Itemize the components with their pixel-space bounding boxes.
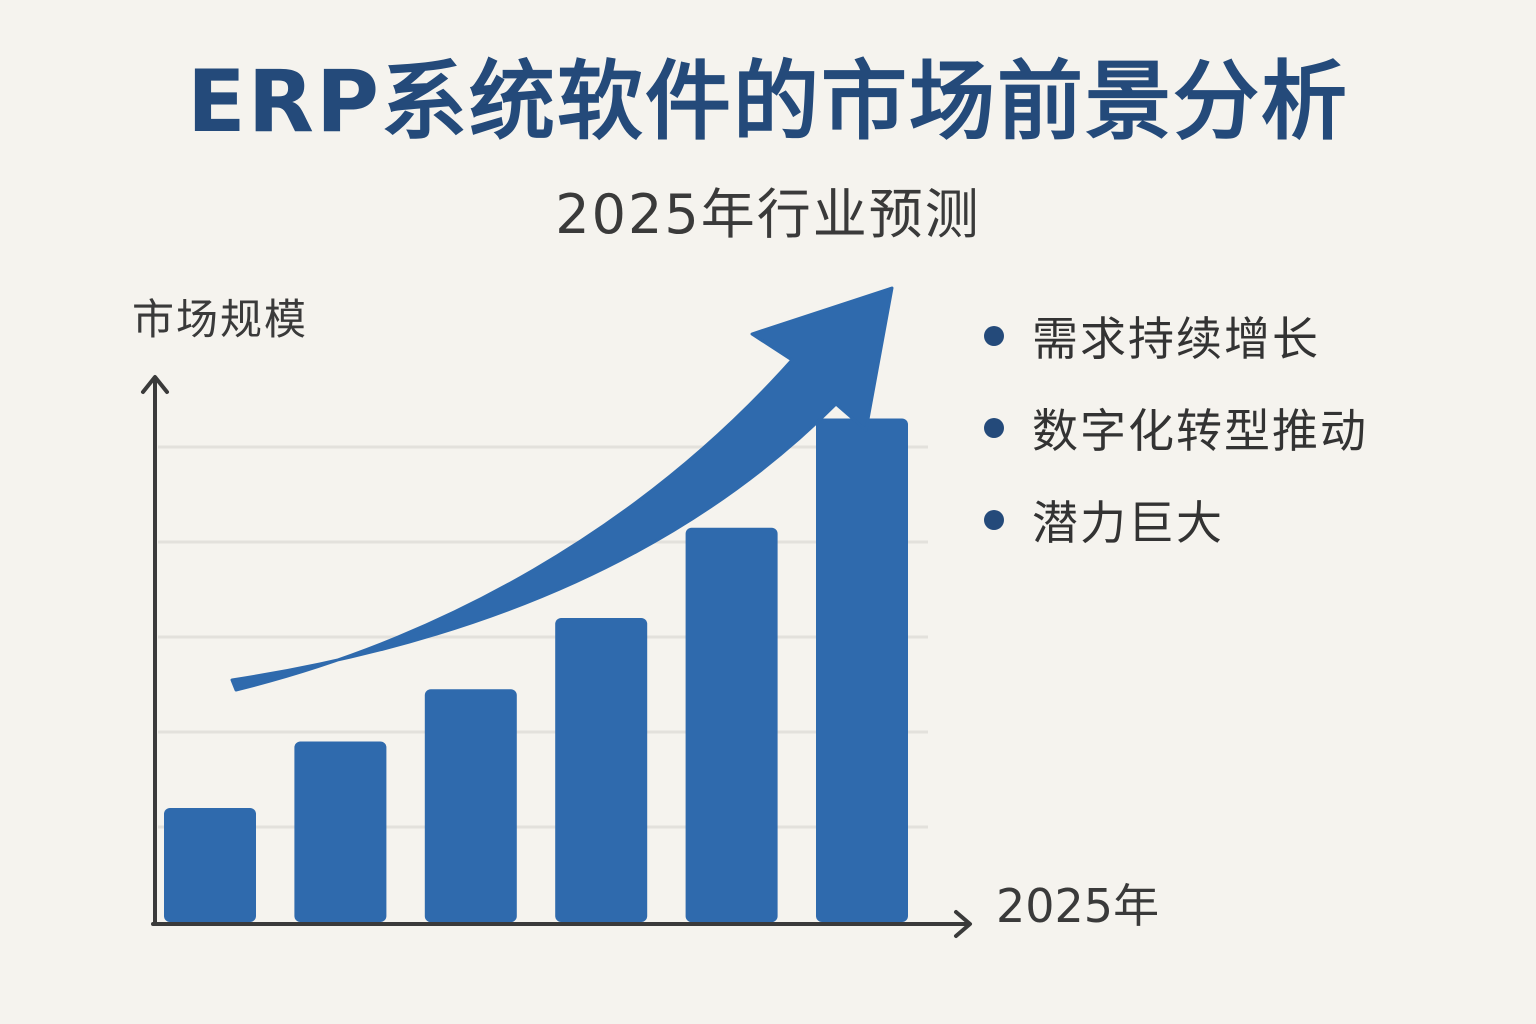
bullet-dot-icon: [984, 418, 1004, 438]
bar: [685, 527, 778, 923]
y-axis-arrowhead: [141, 375, 169, 394]
bullet-dot-icon: [984, 510, 1004, 530]
bullet-label: 数字化转型推动: [1032, 404, 1368, 458]
bar: [816, 418, 908, 922]
bullet-item: 数字化转型推动: [984, 382, 1368, 474]
bar: [294, 741, 387, 922]
bullet-label: 潜力巨大: [1032, 496, 1224, 550]
bullet-item: 潜力巨大: [984, 474, 1368, 566]
x-axis-label: 2025年: [996, 879, 1160, 933]
y-axis-label: 市场规模: [132, 295, 309, 344]
page-title: ERP系统软件的市场前景分析: [187, 52, 1349, 152]
axes: [141, 375, 972, 938]
bar: [164, 808, 256, 922]
bar: [424, 689, 517, 923]
bullet-item: 需求持续增长: [984, 290, 1368, 382]
trend-arrow-icon: [230, 286, 894, 692]
x-axis-arrowhead: [954, 910, 972, 938]
bars: [164, 418, 908, 923]
bullet-list: 需求持续增长 数字化转型推动 潜力巨大: [984, 290, 1368, 566]
grid-lines: [158, 445, 928, 829]
bullet-dot-icon: [984, 326, 1004, 346]
page-subtitle: 2025年行业预测: [555, 183, 981, 246]
bullet-label: 需求持续增长: [1032, 312, 1320, 366]
bar: [555, 618, 648, 922]
